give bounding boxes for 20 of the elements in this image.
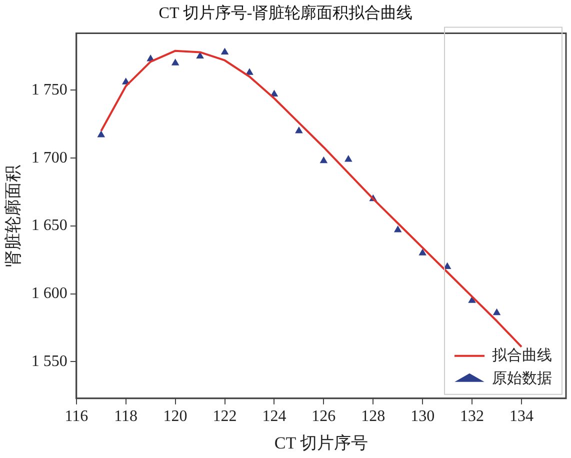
x-axis-title: CT 切片序号	[274, 433, 368, 452]
x-tick-label: 132	[460, 408, 484, 426]
x-tick-label: 120	[163, 408, 188, 426]
legend-label: 原始数据	[492, 370, 552, 387]
x-tick-label: 128	[361, 408, 386, 426]
x-tick-label: 130	[410, 408, 435, 426]
y-tick-label: 1 750	[31, 81, 68, 98]
legend-label: 拟合曲线	[492, 346, 552, 364]
x-tick-label: 122	[212, 408, 237, 426]
x-tick-label: 118	[114, 408, 138, 426]
y-axis-title: 肾脏轮廓面积	[4, 164, 23, 267]
x-tick-label: 126	[312, 408, 336, 426]
x-tick-label: 134	[509, 408, 534, 426]
y-tick-label: 1 600	[31, 285, 68, 302]
x-tick-label: 116	[64, 408, 88, 426]
x-tick-label: 124	[262, 408, 286, 426]
y-tick-label: 1 550	[31, 352, 68, 370]
chart-title: CT 切片序号-肾脏轮廓面积拟合曲线	[158, 4, 412, 22]
y-tick-label: 1 700	[31, 149, 68, 166]
y-tick-label: 1 650	[31, 217, 68, 234]
